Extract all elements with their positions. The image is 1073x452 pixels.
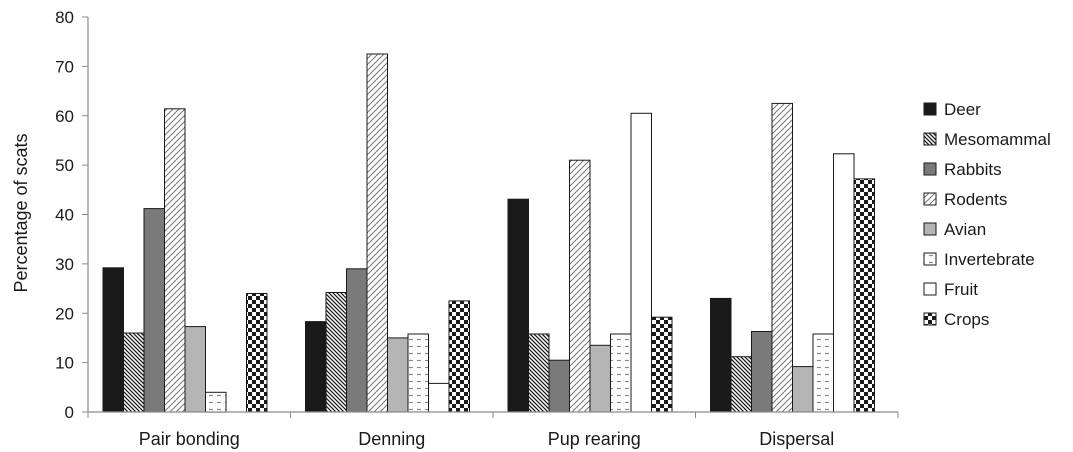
legend-label-fruit: Fruit	[944, 280, 978, 299]
bar-mesomammal-pup-rearing	[528, 333, 550, 413]
axes	[87, 17, 899, 418]
bar-rodents-pup-rearing	[569, 159, 591, 413]
legend-swatch-rabbits	[923, 162, 937, 176]
bar-invertebrate-pup-rearing	[610, 333, 632, 413]
bar-mesomammal-denning	[325, 292, 347, 413]
legend-swatch-mesomammal	[923, 132, 937, 146]
legend-swatch-deer	[923, 102, 937, 116]
x-tick-label: Pup rearing	[548, 429, 641, 449]
bar-rodents-denning	[366, 53, 388, 413]
bar-fruit-pup-rearing	[630, 112, 652, 413]
legend-swatch-invertebrate	[923, 252, 937, 266]
bar-deer-dispersal	[710, 297, 732, 413]
y-tick-label: 60	[55, 107, 74, 126]
y-tick-label: 20	[55, 304, 74, 323]
bar-deer-pair-bonding	[102, 267, 124, 413]
x-tick-label: Pair bonding	[139, 429, 240, 449]
legend-label-invertebrate: Invertebrate	[944, 250, 1035, 269]
legend-swatch-crops	[923, 312, 937, 326]
legend-swatch-avian	[923, 222, 937, 236]
legend-label-crops: Crops	[944, 310, 989, 329]
bar-avian-pair-bonding	[184, 326, 206, 413]
bar-crops-pair-bonding	[246, 293, 268, 413]
x-tick-label: Dispersal	[759, 429, 834, 449]
bar-rabbits-dispersal	[751, 331, 773, 413]
bar-fruit-denning	[428, 382, 450, 413]
legend-label-rabbits: Rabbits	[944, 160, 1002, 179]
y-tick-label: 40	[55, 206, 74, 225]
bar-avian-denning	[387, 337, 409, 413]
bar-deer-denning	[305, 321, 327, 413]
y-axis: 0 10 20 30 40 50 60 70 80	[55, 8, 88, 422]
legend-swatch-rodents	[923, 192, 937, 206]
legend-label-avian: Avian	[944, 220, 986, 239]
bar-avian-pup-rearing	[589, 344, 611, 413]
legend-label-deer: Deer	[944, 100, 981, 119]
bar-rabbits-pair-bonding	[143, 208, 165, 413]
bar-rodents-pair-bonding	[164, 108, 186, 413]
y-tick-label: 30	[55, 255, 74, 274]
y-tick-label: 80	[55, 8, 74, 27]
x-axis: Pair bonding Denning Pup rearing Dispersal	[139, 429, 835, 449]
y-tick-label: 50	[55, 156, 74, 175]
y-tick-label: 10	[55, 354, 74, 373]
y-tick-label: 0	[65, 403, 74, 422]
y-tick-label: 70	[55, 57, 74, 76]
bar-invertebrate-denning	[407, 333, 429, 413]
bar-crops-pup-rearing	[651, 316, 673, 413]
bar-invertebrate-dispersal	[812, 333, 834, 413]
bar-crops-denning	[448, 300, 470, 413]
legend-label-rodents: Rodents	[944, 190, 1007, 209]
legend-swatch-fruit	[923, 282, 937, 296]
bars	[102, 53, 875, 413]
bar-fruit-dispersal	[833, 153, 855, 413]
bar-avian-dispersal	[792, 366, 814, 413]
legend: Deer Mesomammal Rabbits Rodents Avian Inverte…	[923, 100, 1051, 329]
bar-rodents-dispersal	[771, 102, 793, 413]
bar-crops-dispersal	[853, 178, 875, 413]
bar-rabbits-pup-rearing	[548, 359, 570, 413]
bar-rabbits-denning	[346, 268, 368, 413]
bar-invertebrate-pair-bonding	[205, 391, 227, 413]
x-tick-label: Denning	[358, 429, 425, 449]
bar-deer-pup-rearing	[507, 198, 529, 413]
y-axis-label: Percentage of scats	[11, 133, 31, 292]
legend-label-mesomammal: Mesomammal	[944, 130, 1051, 149]
bar-mesomammal-pair-bonding	[123, 332, 145, 413]
bar-mesomammal-dispersal	[730, 356, 752, 413]
